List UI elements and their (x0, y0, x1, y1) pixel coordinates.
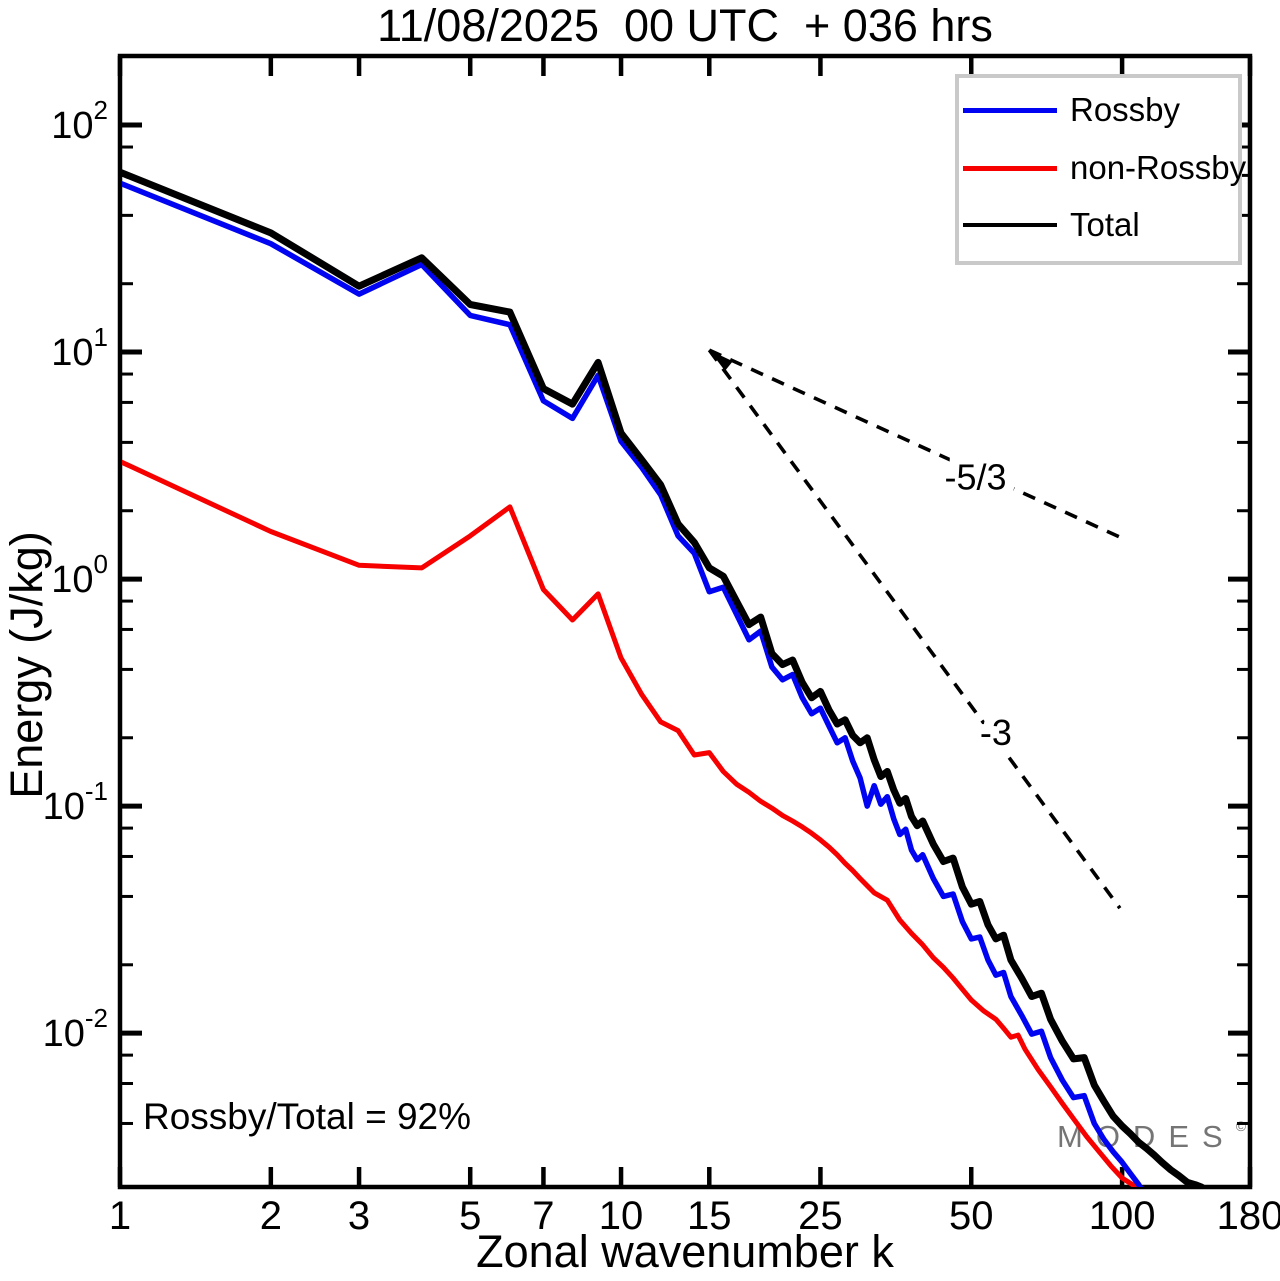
series-non-rossby (122, 459, 1144, 1187)
x-tick-label: 5 (459, 1194, 481, 1238)
legend-line-non-rossby (963, 165, 1057, 171)
copyright-symbol: © (1235, 1118, 1247, 1134)
slope-label: -5/3 (945, 457, 1007, 498)
slope-line-5-3 (708, 348, 1126, 541)
y-axis-title: Energy (J/kg) (1, 531, 52, 799)
x-axis-ticks: 1 2 3 5 7 10 15 25 50 100 180 (109, 56, 1280, 1238)
axes-box (117, 53, 1253, 1190)
y-tick-label: 100 (51, 549, 108, 601)
y-tick-label: 102 (51, 95, 108, 147)
slope-line-3 (707, 349, 1122, 910)
x-tick-label: 3 (348, 1194, 370, 1238)
chart-title: 11/08/2025 00 UTC + 036 hrs (377, 0, 993, 51)
series (122, 169, 1208, 1187)
x-tick-label: 7 (532, 1194, 554, 1238)
arrowhead (709, 350, 733, 371)
legend-label-rossby: Rossby (1070, 91, 1181, 128)
x-tick-label: 10 (599, 1194, 644, 1238)
series-total (122, 169, 1208, 1187)
ratio-annotation: Rossby/Total = 92% (143, 1096, 472, 1137)
legend-item: Rossby (959, 90, 1180, 130)
y-tick-label: 101 (51, 322, 108, 374)
y-tick-label: 10-1 (43, 776, 108, 828)
x-tick-label: 25 (798, 1194, 843, 1238)
legend: Rossby non-Rossby Total (955, 74, 1246, 265)
y-tick-label: 10-2 (43, 1003, 108, 1055)
x-tick-label: 100 (1089, 1194, 1156, 1238)
series-rossby (122, 180, 1144, 1187)
legend-label-total: Total (1070, 206, 1140, 243)
legend-line-rossby (963, 107, 1057, 113)
x-tick-label: 15 (687, 1194, 732, 1238)
legend-line-total (963, 223, 1057, 227)
x-tick-label: 1 (109, 1194, 131, 1238)
x-tick-label: 50 (949, 1194, 994, 1238)
legend-item: Total (959, 205, 1140, 245)
legend-label-non-rossby: non-Rossby (1070, 149, 1247, 186)
x-axis-title: Zonal wavenumber k (476, 1226, 894, 1277)
legend-item: non-Rossby (959, 148, 1246, 188)
x-tick-label: 180 (1217, 1194, 1280, 1238)
x-tick-label: 2 (260, 1194, 282, 1238)
slope-label: -3 (980, 712, 1012, 753)
